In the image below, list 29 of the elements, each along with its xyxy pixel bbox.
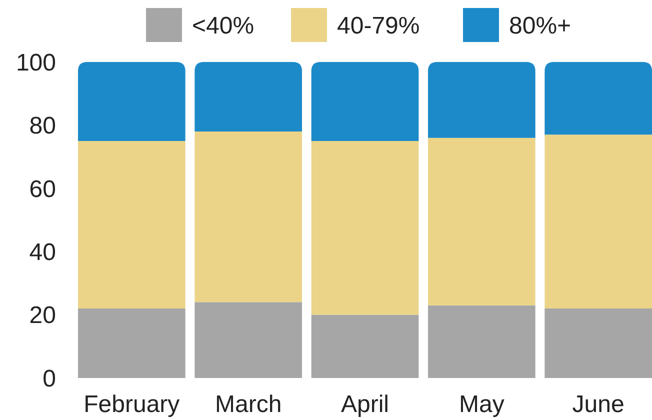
x-tick-label: February	[84, 391, 180, 418]
y-tick-label: 100	[16, 49, 56, 76]
bar	[428, 305, 536, 378]
legend-label: 40-79%	[337, 12, 420, 40]
bar	[194, 62, 302, 132]
legend-label: 80%+	[509, 12, 572, 40]
bar	[544, 308, 652, 378]
bar	[78, 141, 186, 308]
bar	[311, 314, 419, 378]
bar	[78, 308, 186, 378]
y-tick-label: 20	[29, 302, 56, 330]
bar	[311, 141, 419, 315]
y-tick-label: 40	[29, 239, 56, 266]
x-tick-label: June	[572, 391, 624, 418]
bar	[544, 62, 652, 135]
bar	[311, 62, 419, 141]
bar	[428, 138, 536, 306]
bar	[544, 134, 652, 308]
y-tick-label: 0	[42, 365, 56, 392]
bar	[194, 132, 302, 302]
x-tick-label: March	[214, 391, 282, 418]
bar	[428, 62, 536, 138]
y-tick-label: 60	[29, 176, 56, 203]
y-tick-label: 80	[29, 112, 56, 140]
bar	[78, 62, 186, 141]
x-tick-label: May	[458, 391, 504, 418]
legend-label: <40%	[192, 12, 254, 40]
x-tick-label: April	[340, 391, 390, 418]
bar	[194, 302, 302, 378]
